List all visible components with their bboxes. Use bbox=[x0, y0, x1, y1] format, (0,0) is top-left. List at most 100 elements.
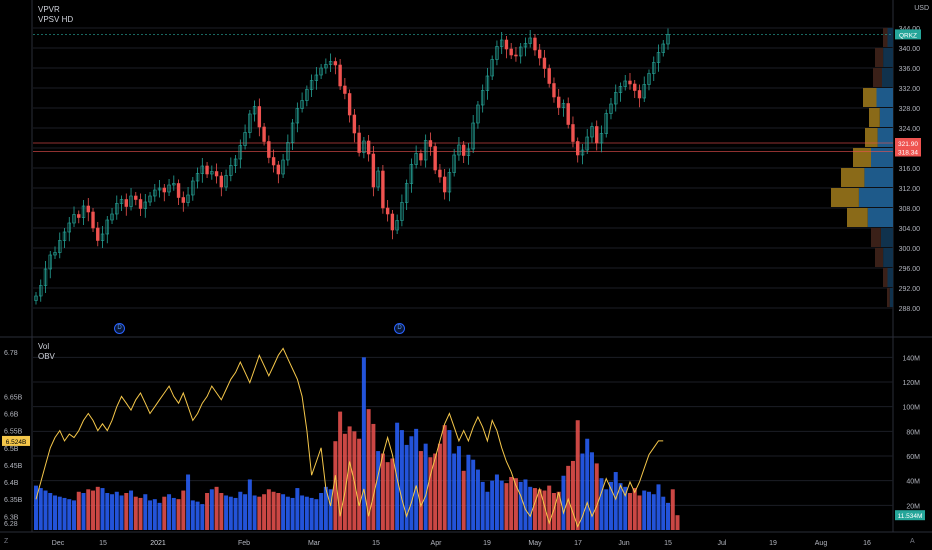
volume-bar bbox=[257, 496, 262, 530]
volume-bar bbox=[328, 489, 333, 530]
volume-profile-down-bar bbox=[865, 128, 878, 147]
volume-profile-down-bar bbox=[875, 48, 884, 67]
candle-body bbox=[224, 175, 228, 188]
candle-body bbox=[561, 103, 566, 108]
candle-body bbox=[666, 34, 670, 45]
candle-body bbox=[423, 140, 428, 161]
price-tick-label: 300.00 bbox=[899, 246, 921, 253]
candle-body bbox=[504, 39, 509, 50]
volume-bar bbox=[95, 486, 100, 530]
candle-body bbox=[262, 126, 266, 142]
candle-body bbox=[186, 194, 190, 203]
volume-bar bbox=[504, 483, 509, 530]
candle-body bbox=[267, 141, 271, 158]
price-tag-label: 318.34 bbox=[898, 150, 918, 157]
candle-body bbox=[233, 158, 238, 166]
volume-tick-label: 100M bbox=[902, 405, 920, 412]
obv-tick-label: 6.45B bbox=[4, 463, 23, 470]
candle-body bbox=[371, 153, 376, 188]
time-axis-label: Jul bbox=[718, 540, 727, 547]
candle-body bbox=[148, 195, 152, 203]
volume-profile-up-bar bbox=[879, 108, 893, 127]
candle-body bbox=[471, 122, 475, 150]
candle-body bbox=[466, 148, 471, 156]
time-axis-label: 15 bbox=[99, 540, 107, 547]
candle-body bbox=[167, 184, 171, 193]
volume-profile-down-bar bbox=[869, 108, 880, 127]
auto-scale-button[interactable]: A bbox=[910, 538, 915, 545]
volume-bar bbox=[133, 496, 138, 530]
dividend-badge[interactable]: D bbox=[394, 323, 405, 334]
volume-bar bbox=[632, 488, 637, 530]
candle-body bbox=[338, 64, 342, 87]
volume-bar bbox=[171, 497, 176, 530]
dividend-badge[interactable]: D bbox=[114, 323, 125, 334]
candle-body bbox=[376, 170, 380, 188]
candle-body bbox=[214, 171, 219, 177]
candle-body bbox=[153, 189, 157, 197]
candle-body bbox=[528, 37, 532, 44]
candle-body bbox=[390, 213, 395, 231]
candle-body bbox=[357, 132, 361, 153]
timezone-button[interactable]: Z bbox=[4, 538, 9, 545]
candle-body bbox=[110, 213, 114, 221]
indicator-label-vpvr[interactable]: VPVR bbox=[38, 5, 60, 14]
indicator-label-vpsv[interactable]: VPSV HD bbox=[38, 15, 74, 24]
candle-body bbox=[442, 176, 447, 193]
volume-profile-down-bar bbox=[847, 208, 868, 227]
volume-profile-down-bar bbox=[841, 168, 865, 187]
volume-bar bbox=[309, 497, 314, 530]
volume-bar bbox=[428, 457, 433, 530]
candle-body bbox=[271, 157, 276, 166]
candle-body bbox=[537, 49, 542, 59]
price-tick-label: 332.00 bbox=[899, 86, 921, 93]
obv-tick-label: 6.65B bbox=[4, 394, 23, 401]
volume-bar bbox=[34, 485, 38, 530]
candle-body bbox=[205, 165, 209, 175]
price-tick-label: 296.00 bbox=[899, 266, 921, 273]
indicator-label-vol[interactable]: Vol bbox=[38, 342, 50, 351]
volume-bar bbox=[627, 493, 632, 530]
volume-profile-up-bar bbox=[887, 28, 893, 47]
volume-profile-up-bar bbox=[887, 268, 893, 287]
volume-bar bbox=[589, 452, 594, 530]
price-tick-label: 336.00 bbox=[899, 66, 921, 73]
volume-profile-up-bar bbox=[876, 88, 893, 107]
volume-profile-down-bar bbox=[873, 68, 882, 87]
candle-body bbox=[309, 80, 314, 90]
volume-bar bbox=[585, 438, 590, 530]
candle-body bbox=[181, 197, 186, 203]
obv-tick-label: 6.78 bbox=[4, 350, 18, 357]
candle-body bbox=[633, 83, 637, 91]
volume-bar bbox=[281, 494, 286, 530]
volume-bar bbox=[157, 502, 162, 530]
candle-body bbox=[305, 89, 309, 101]
candle-body bbox=[609, 103, 613, 114]
volume-bar bbox=[551, 493, 556, 530]
price-tick-label: 308.00 bbox=[899, 206, 921, 213]
candle-body bbox=[542, 57, 547, 69]
candle-body bbox=[647, 73, 651, 85]
candle-body bbox=[252, 106, 257, 115]
volume-tick-label: 20M bbox=[906, 503, 920, 510]
time-axis-label: 17 bbox=[574, 540, 582, 547]
volume-profile bbox=[831, 28, 893, 307]
candle-body bbox=[333, 61, 338, 66]
volume-bar bbox=[314, 499, 319, 530]
indicator-label-obv[interactable]: OBV bbox=[38, 352, 55, 361]
candle-body bbox=[447, 172, 452, 193]
volume-bars bbox=[34, 357, 680, 530]
volume-bar bbox=[637, 495, 642, 530]
volume-bar bbox=[618, 483, 623, 530]
volume-bar bbox=[129, 490, 134, 530]
price-tick-label: 328.00 bbox=[899, 106, 921, 113]
volume-bar bbox=[494, 474, 499, 530]
volume-bar bbox=[247, 479, 252, 530]
candle-body bbox=[352, 114, 357, 134]
candle-body bbox=[143, 201, 147, 209]
candle-body bbox=[576, 141, 580, 156]
candle-body bbox=[43, 268, 48, 286]
candle-body bbox=[409, 164, 414, 184]
volume-bar bbox=[252, 495, 257, 530]
